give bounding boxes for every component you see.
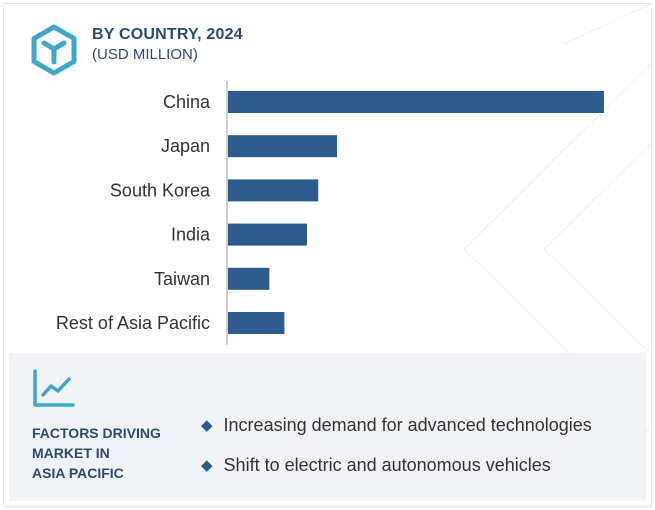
bar-india <box>228 223 307 246</box>
factor-text: Increasing demand for advanced technolog… <box>223 414 592 435</box>
bar-rest-of-asia-pacific <box>228 312 285 334</box>
bar-chart: China Japan South Korea India Taiwan Rest of … <box>56 81 604 345</box>
factor-text: Shift to electric and autonomous vehicle… <box>223 454 551 475</box>
chart-subtitle: (USD MILLION) <box>92 46 198 63</box>
bar-taiwan <box>228 267 270 290</box>
factors-heading-line: FACTORS DRIVING <box>32 425 161 441</box>
bar-japan <box>228 135 338 158</box>
bar-south-korea <box>228 179 319 202</box>
category-label: Taiwan <box>154 269 210 289</box>
infographic-frame: BY COUNTRY, 2024 (USD MILLION) China Japa… <box>3 3 652 507</box>
diamond-bullet-icon: ◆ <box>201 457 213 474</box>
factors-list: ◆ Increasing demand for advanced technol… <box>201 405 592 485</box>
category-label: India <box>171 225 211 245</box>
category-label: South Korea <box>110 180 211 200</box>
diamond-bullet-icon: ◆ <box>201 417 213 434</box>
chart-title: BY COUNTRY, 2024 <box>92 26 243 43</box>
trend-chart-icon <box>33 369 75 407</box>
factors-heading-line: MARKET IN <box>32 445 110 461</box>
factors-panel: FACTORS DRIVING MARKET IN ASIA PACIFIC ◆… <box>9 353 646 501</box>
background-decoration <box>463 4 651 435</box>
category-label: China <box>163 92 211 112</box>
factors-heading: FACTORS DRIVING MARKET IN ASIA PACIFIC <box>32 423 182 483</box>
factor-item: ◆ Shift to electric and autonomous vehic… <box>201 445 592 485</box>
factors-heading-line: ASIA PACIFIC <box>32 465 124 481</box>
factor-item: ◆ Increasing demand for advanced technol… <box>201 405 592 445</box>
hexagon-cube-icon <box>31 24 77 76</box>
category-label: Rest of Asia Pacific <box>56 313 210 333</box>
bar-china <box>228 91 604 113</box>
category-label: Japan <box>161 136 210 156</box>
